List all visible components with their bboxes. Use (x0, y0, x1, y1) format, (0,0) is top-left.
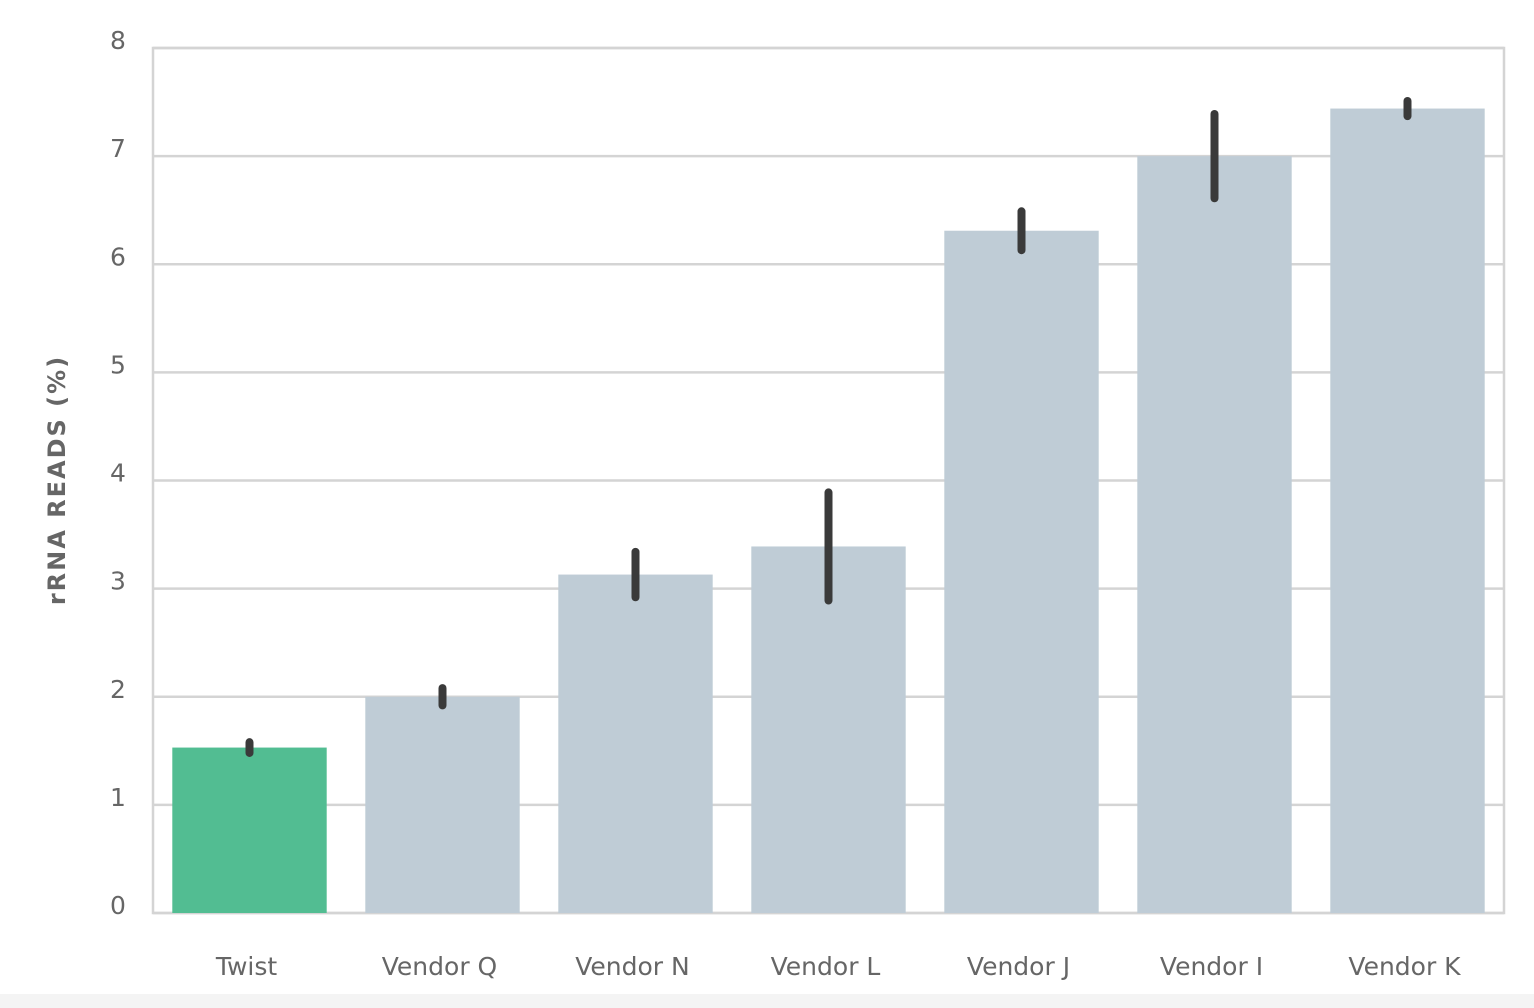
bar (944, 230, 1099, 913)
x-tick-label: Vendor N (575, 952, 689, 981)
y-tick-label: 0 (110, 891, 126, 920)
x-tick-label: Twist (215, 952, 278, 981)
x-tick-label: Vendor I (1160, 952, 1263, 981)
y-tick-label: 1 (110, 783, 126, 812)
y-tick-label: 2 (110, 675, 126, 704)
bar (172, 747, 327, 913)
y-tick-label: 5 (110, 350, 126, 379)
x-tick-label: Vendor K (1348, 952, 1461, 981)
y-tick-label: 7 (110, 134, 126, 163)
x-tick-label: Vendor J (967, 952, 1070, 981)
y-tick-label: 3 (110, 567, 126, 596)
bar (365, 696, 520, 913)
x-tick-label: Vendor Q (382, 952, 497, 981)
bar (751, 546, 906, 913)
y-tick-label: 6 (110, 242, 126, 271)
y-tick-label: 4 (110, 459, 126, 488)
bar (1137, 156, 1292, 913)
y-tick-label: 8 (110, 26, 126, 55)
footer-strip (0, 994, 1534, 1008)
x-tick-label: Vendor L (771, 952, 881, 981)
bar (558, 574, 713, 913)
y-axis-label: rRNA READS (%) (43, 355, 71, 605)
bar (1330, 108, 1485, 914)
